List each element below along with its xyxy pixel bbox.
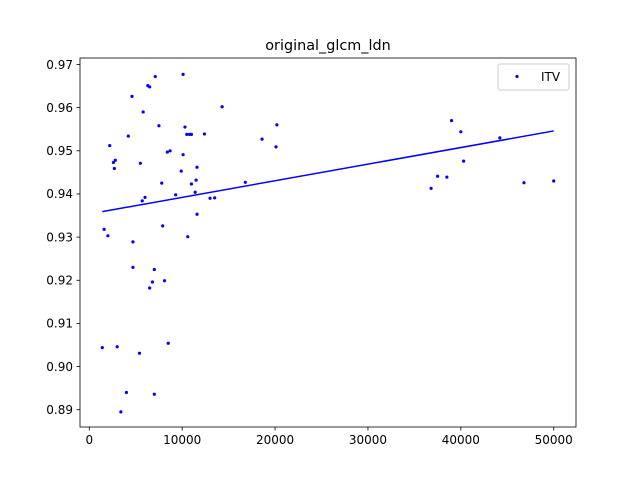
data-point xyxy=(462,159,466,163)
data-point xyxy=(153,74,157,79)
data-point xyxy=(150,280,155,284)
data-point xyxy=(111,160,116,165)
data-point xyxy=(138,161,142,165)
data-point xyxy=(445,175,449,179)
data-point xyxy=(179,169,183,173)
data-point xyxy=(181,72,185,76)
legend-box xyxy=(497,63,570,91)
data-point xyxy=(112,166,116,171)
data-point xyxy=(174,193,178,197)
data-point xyxy=(166,341,170,345)
data-point xyxy=(436,174,440,178)
data-point xyxy=(140,199,144,203)
data-point xyxy=(213,196,217,200)
data-point xyxy=(137,351,142,355)
y-tick-label: 0.93 xyxy=(46,230,73,244)
data-point xyxy=(131,265,135,269)
y-tick-label: 0.90 xyxy=(46,360,73,374)
x-tick-label: 10000 xyxy=(163,433,201,447)
data-point xyxy=(108,144,112,148)
x-tick-label: 40000 xyxy=(442,433,480,447)
x-tick-label: 30000 xyxy=(349,433,387,447)
data-point xyxy=(141,110,145,114)
x-tick-label: 50000 xyxy=(535,433,573,447)
data-point xyxy=(449,118,454,123)
data-point xyxy=(195,212,199,216)
x-tick-label: 0 xyxy=(85,433,93,447)
data-point xyxy=(165,150,169,154)
axes: 0 10000 20000 30000 40000 50000 0.89 0.90 0.91 0.… xyxy=(46,57,577,447)
data-point xyxy=(106,234,110,238)
legend-label-itv: ITV xyxy=(541,70,561,84)
fit-line-layer xyxy=(102,130,554,213)
data-point xyxy=(275,123,279,127)
data-point xyxy=(115,345,119,349)
data-point xyxy=(186,235,190,239)
data-point xyxy=(459,130,463,134)
data-point xyxy=(498,136,502,140)
data-point xyxy=(185,132,189,136)
data-point xyxy=(130,94,134,99)
data-point xyxy=(208,196,212,200)
data-point xyxy=(161,224,165,228)
data-point xyxy=(193,190,197,194)
data-point xyxy=(126,134,130,138)
data-point xyxy=(202,132,207,136)
data-point xyxy=(143,195,147,199)
data-point xyxy=(152,267,156,272)
axes-frame xyxy=(79,57,577,428)
y-tick-label: 0.97 xyxy=(46,58,73,72)
y-tick-label: 0.94 xyxy=(46,187,73,201)
data-point xyxy=(243,180,247,184)
x-tick-label: 20000 xyxy=(256,433,294,447)
data-point xyxy=(162,279,167,283)
data-point xyxy=(260,137,264,141)
data-point xyxy=(113,158,117,162)
data-point xyxy=(220,105,224,109)
data-point xyxy=(274,145,278,149)
data-point xyxy=(194,178,198,182)
fit-line xyxy=(102,130,554,213)
data-point xyxy=(195,165,199,169)
data-point xyxy=(429,186,433,190)
data-point xyxy=(552,179,556,183)
y-tick-label: 0.92 xyxy=(46,274,73,288)
legend-marker-itv xyxy=(515,74,519,79)
data-point xyxy=(148,85,152,89)
data-point xyxy=(189,132,194,136)
data-point xyxy=(522,181,526,185)
data-point xyxy=(102,227,106,231)
y-tick-label: 0.96 xyxy=(46,101,73,115)
y-tick-label: 0.91 xyxy=(46,317,73,331)
data-point xyxy=(157,124,161,128)
data-point xyxy=(148,286,152,290)
data-point xyxy=(168,149,172,153)
data-point xyxy=(189,182,194,186)
data-point xyxy=(124,390,129,395)
scatter-points xyxy=(100,72,556,414)
data-point xyxy=(131,240,135,244)
y-tick-label: 0.95 xyxy=(46,144,73,158)
data-point xyxy=(100,345,104,350)
y-tick-label: 0.89 xyxy=(46,403,73,417)
legend: ITV xyxy=(497,63,570,91)
data-point xyxy=(152,392,156,396)
data-point xyxy=(181,153,185,157)
data-point xyxy=(160,181,164,185)
chart-title: original_glcm_ldn xyxy=(265,38,391,54)
data-point xyxy=(119,410,123,414)
data-point xyxy=(183,125,187,129)
